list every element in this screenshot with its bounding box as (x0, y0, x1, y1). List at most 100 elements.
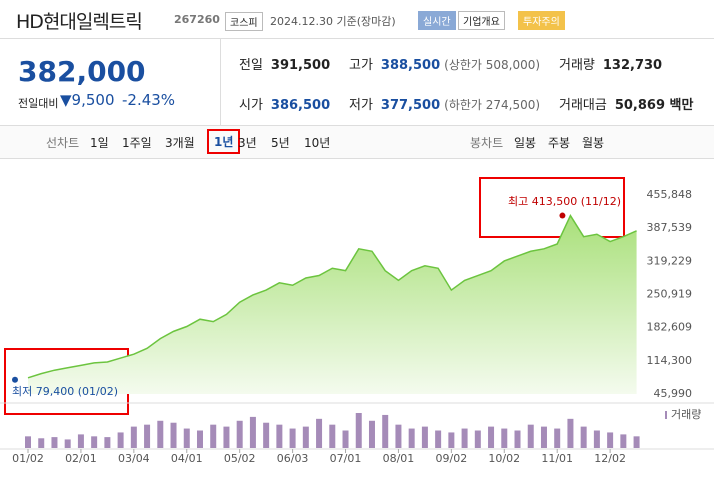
volume-bar (488, 426, 495, 448)
volume-bar (157, 420, 164, 448)
volume-bar (183, 428, 190, 448)
tab-label: 선차트 (46, 136, 80, 150)
x-tick-label: 02/01 (65, 452, 97, 465)
button[interactable]: 기업개요 (458, 11, 505, 30)
volume-bar (223, 426, 230, 448)
title: HD현대일렉트릭 (16, 11, 143, 33)
value: 386,500 (270, 98, 331, 113)
line (27, 213, 637, 379)
change-pct: -2.43% (122, 91, 176, 109)
code: 267260 (174, 13, 220, 26)
volume-bar (196, 430, 203, 448)
date: 2024.12.30 기준(장마감) (270, 15, 396, 28)
price-panel: 382,000 전일대비 ▼9,500 -2.43% (0, 39, 221, 126)
low-annotation: 최저 79,400 (01/02) (12, 385, 118, 398)
volume-bar (501, 428, 508, 448)
volume-bar (329, 424, 336, 448)
tab-label: 봉차트 (470, 136, 504, 150)
y-tick-label: 387,539 (647, 221, 693, 234)
x-tick-label: 11/01 (541, 452, 573, 465)
button[interactable]: 실시간 (418, 11, 456, 30)
y-tick-label: 182,609 (647, 321, 693, 334)
volume-bar (607, 432, 614, 448)
tab[interactable]: 1년 (207, 129, 241, 154)
label: 시가 (239, 98, 263, 113)
tab[interactable]: 주봉 (548, 136, 571, 150)
volume-bar (514, 430, 521, 448)
volume-bar (51, 437, 58, 448)
x-tick-label: 07/01 (330, 452, 362, 465)
y-tick-label: 455,848 (647, 188, 693, 201)
volume-bar (276, 424, 283, 448)
x-tick-label: 06/03 (277, 452, 309, 465)
volume-bar (368, 420, 375, 448)
volume-bar (117, 432, 124, 448)
volume-bar (91, 436, 98, 448)
volume-bar (620, 434, 627, 448)
y-tick-label: 114,300 (647, 354, 693, 367)
change: ▼9,500 (60, 91, 115, 109)
label: 전일 (239, 58, 263, 73)
high-annotation: 최고 413,500 (11/12) (508, 195, 621, 208)
volume-bar (263, 422, 270, 448)
value: 377,500 (380, 98, 441, 113)
volume-bar (342, 430, 349, 448)
volume-bar (408, 428, 415, 448)
volume-bar (64, 439, 71, 448)
quote-table: 전일 391,500 고가 388,500 (상한가 508,000) 거래량 132,73… (221, 39, 714, 126)
x-tick-label: 10/02 (488, 452, 520, 465)
value: 388,500 (380, 58, 441, 73)
value: 50,869 백만 (614, 98, 694, 113)
y-tick-label: 45,990 (654, 387, 693, 400)
volume-bar (302, 426, 309, 448)
volume-bar (527, 424, 534, 448)
volume-bar (170, 422, 177, 448)
label: 거래량 (559, 58, 595, 73)
tab[interactable]: 3개월 (165, 136, 195, 150)
tab[interactable]: 3년 (238, 136, 257, 150)
volume-bar (580, 426, 587, 448)
label: 거래대금 (559, 98, 607, 113)
tab[interactable]: 월봉 (582, 136, 605, 150)
button[interactable]: 투자주의 (518, 11, 565, 30)
tabs: 선차트 1일 1주일 3개월 1년 3년 5년 10년 봉차트 일봉 주봉 월봉 (0, 126, 714, 159)
change-value: 9,500 (71, 91, 115, 109)
tab[interactable]: 5년 (271, 136, 290, 150)
volume-bar (144, 424, 151, 448)
volume-bar (567, 418, 574, 448)
highlight (479, 177, 625, 238)
market: 코스피 (225, 12, 263, 31)
change-label: 전일대비 (18, 97, 59, 110)
volume-bar (382, 414, 389, 448)
volume-bar (633, 436, 640, 448)
volume-bar (210, 424, 217, 448)
y-tick-label: 319,229 (647, 254, 693, 267)
volume-bar (249, 416, 256, 448)
volume-bar (236, 420, 243, 448)
x-tick-label: 01/02 (12, 452, 44, 465)
tab[interactable]: 1주일 (122, 136, 152, 150)
volume-bar (77, 434, 84, 448)
tab[interactable]: 1일 (90, 136, 109, 150)
volume-bar (421, 426, 428, 448)
cell: 저가 377,500 (하한가 274,500) (349, 94, 540, 113)
cell: 시가 386,500 (239, 94, 330, 113)
volume-bar (540, 426, 547, 448)
high-marker (559, 212, 566, 219)
tab[interactable]: 10년 (304, 136, 331, 150)
volume-label: 거래량 (671, 408, 701, 421)
volume-bar (395, 424, 402, 448)
x-tick-label: 09/02 (436, 452, 468, 465)
header: HD현대일렉트릭 267260 코스피 2024.12.30 기준(장마감) 실… (0, 0, 714, 39)
value: 132,730 (602, 58, 663, 73)
volume-bar (130, 426, 137, 448)
volume-bar (554, 428, 561, 448)
price: 382,000 (18, 55, 146, 88)
note: (상한가 508,000) (444, 58, 541, 72)
y-tick-label: 250,919 (647, 288, 693, 301)
tab[interactable]: 일봉 (514, 136, 537, 150)
x-tick-label: 12/02 (594, 452, 626, 465)
cell: 거래량 132,730 (559, 54, 662, 73)
area (28, 215, 637, 394)
